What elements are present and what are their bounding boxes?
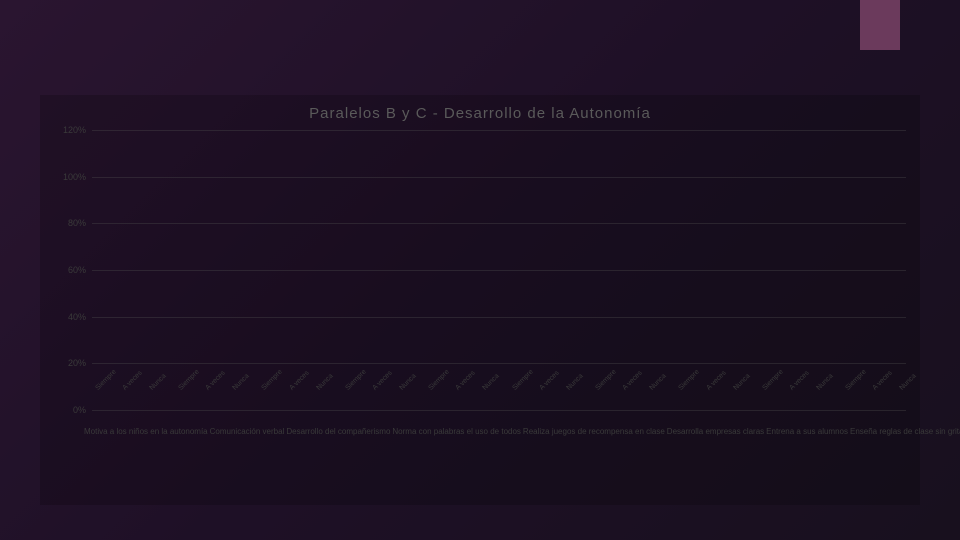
chart-container: Paralelos B y C - Desarrollo de la Auton… xyxy=(40,95,920,505)
x-category-label: Desarrollo del compañerismo xyxy=(284,427,390,477)
x-sub-group: SiempreA vecesNunca xyxy=(249,377,332,427)
x-sub-labels: SiempreA vecesNuncaSiempreA vecesNuncaSi… xyxy=(82,377,916,427)
x-category-label: Norma con palabras el uso de todos xyxy=(390,427,521,477)
x-sub-group: SiempreA vecesNunca xyxy=(582,377,665,427)
x-category-labels: Motiva a los niños en la autonomíaComuni… xyxy=(82,427,916,477)
chart-plot: 0%20%40%60%80%100%120% xyxy=(50,130,910,410)
x-sub-group: SiempreA vecesNunca xyxy=(833,377,916,427)
x-sub-group: SiempreA vecesNunca xyxy=(499,377,582,427)
bar-group xyxy=(418,130,499,410)
accent-block xyxy=(860,0,900,50)
x-sub-group: SiempreA vecesNunca xyxy=(332,377,415,427)
bar-group xyxy=(92,130,173,410)
x-sub-group: SiempreA vecesNunca xyxy=(749,377,832,427)
x-category-label: Motiva a los niños en la autonomía xyxy=(82,427,208,477)
x-category-label: Entrena a sus alumnos xyxy=(764,427,848,477)
x-sub-group: SiempreA vecesNunca xyxy=(82,377,165,427)
bar-group xyxy=(336,130,417,410)
y-tick-label: 20% xyxy=(50,358,86,368)
bar-group xyxy=(580,130,661,410)
bar-group xyxy=(255,130,336,410)
bar-group xyxy=(825,130,906,410)
x-category-label: Enseña reglas de clase sin gritar xyxy=(848,427,960,477)
bar-group xyxy=(743,130,824,410)
y-tick-label: 120% xyxy=(50,125,86,135)
y-tick-label: 40% xyxy=(50,312,86,322)
x-category-label: Comunicación verbal xyxy=(208,427,285,477)
y-tick-label: 60% xyxy=(50,265,86,275)
y-tick-label: 0% xyxy=(50,405,86,415)
x-sub-group: SiempreA vecesNunca xyxy=(165,377,248,427)
bars-row xyxy=(92,130,906,410)
y-tick-label: 80% xyxy=(50,218,86,228)
x-category-label: Realiza juegos de recompensa en clase xyxy=(521,427,665,477)
x-sub-group: SiempreA vecesNunca xyxy=(666,377,749,427)
y-tick-label: 100% xyxy=(50,172,86,182)
x-sub-group: SiempreA vecesNunca xyxy=(416,377,499,427)
y-axis: 0%20%40%60%80%100%120% xyxy=(50,130,90,410)
bar-group xyxy=(662,130,743,410)
chart-title: Paralelos B y C - Desarrollo de la Auton… xyxy=(50,105,910,122)
x-category-label: Desarrolla empresas claras xyxy=(665,427,764,477)
bar-group xyxy=(173,130,254,410)
bar-group xyxy=(499,130,580,410)
